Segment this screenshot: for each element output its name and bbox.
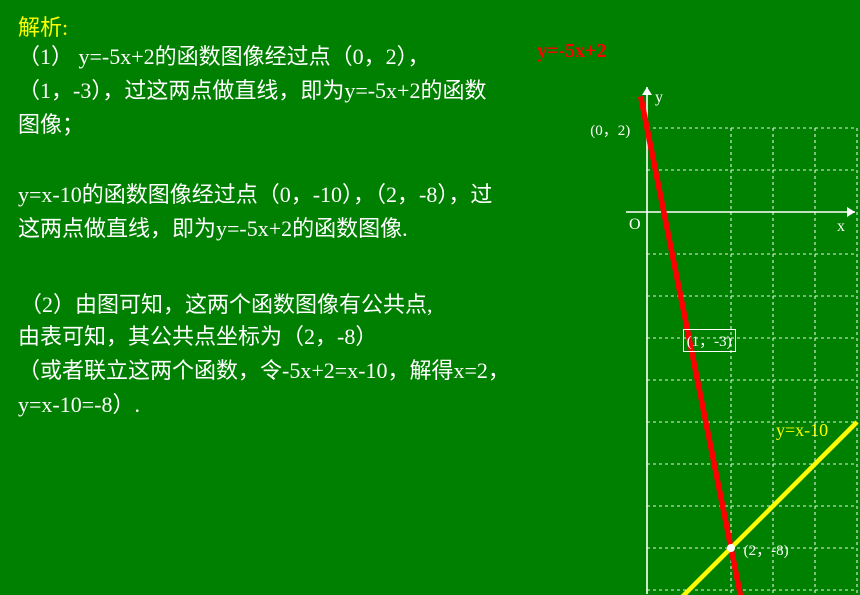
- heading: 解析:: [18, 10, 68, 42]
- graph-area: (0，2)(1，-3)(2，-8)(0，-10) y x O: [525, 75, 860, 595]
- axis-label-x: x: [837, 218, 845, 236]
- point-label: (1，-3): [683, 329, 736, 352]
- point-label: (2，-8): [744, 539, 789, 560]
- paragraph-2: y=x-10的函数图像经过点（0，-10），（2，-8），过这两点做直线，即为y…: [18, 178, 508, 246]
- slide: 解析: （1） y=-5x+2的函数图像经过点（0，2），（1，-3），过这两点…: [0, 0, 860, 595]
- axis-label-origin: O: [629, 216, 641, 234]
- paragraph-4: 由表可知，其公共点坐标为（2，-8）: [18, 320, 518, 354]
- point-label: (0，2): [590, 119, 630, 140]
- paragraph-1: （1） y=-5x+2的函数图像经过点（0，2），（1，-3），过这两点做直线，…: [18, 40, 508, 142]
- axis-label-y: y: [655, 89, 663, 107]
- paragraph-3: （2）由图可知，这两个函数图像有公共点,: [20, 288, 520, 322]
- paragraph-5: （或者联立这两个函数，令-5x+2=x-10，解得x=2，y=x-10=-8）.: [18, 354, 518, 422]
- equation-label-red: y=-5x+2: [537, 40, 606, 63]
